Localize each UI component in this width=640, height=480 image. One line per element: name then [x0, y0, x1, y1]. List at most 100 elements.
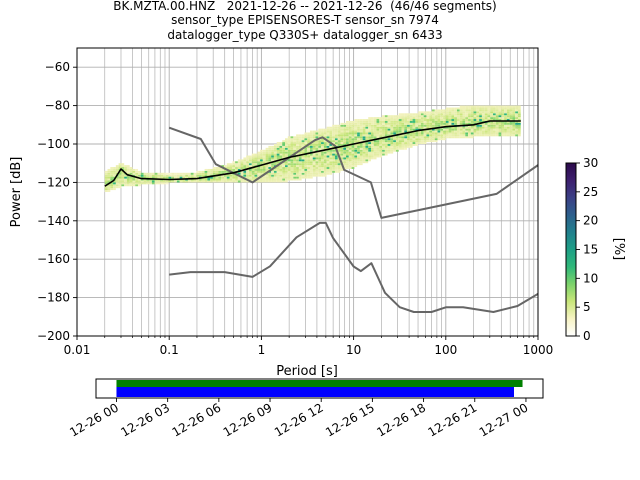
- density-cell: [506, 119, 510, 121]
- density-cell: [515, 109, 518, 112]
- density-cell: [512, 132, 516, 135]
- density-cell: [346, 163, 349, 166]
- density-cell: [509, 128, 513, 131]
- density-cell: [304, 176, 308, 179]
- density-cell: [326, 128, 330, 131]
- density-cell: [285, 163, 288, 166]
- density-cell: [443, 124, 446, 127]
- density-cell: [279, 165, 283, 168]
- density-cell: [517, 132, 521, 135]
- density-cell: [445, 115, 449, 118]
- density-cell: [285, 149, 288, 152]
- density-cell: [443, 117, 446, 120]
- density-cell: [229, 165, 233, 168]
- density-cell: [307, 168, 310, 171]
- density-cell: [113, 168, 116, 171]
- density-cell: [379, 153, 383, 156]
- density-cell: [229, 163, 233, 166]
- density-cell: [318, 130, 322, 133]
- density-cell: [368, 142, 371, 144]
- density-cell: [293, 165, 297, 168]
- mean-line: [104, 120, 521, 187]
- density-cell: [326, 149, 330, 152]
- y-tick-label: −100: [37, 137, 70, 151]
- density-cell: [268, 145, 272, 148]
- density-cell: [212, 167, 216, 169]
- density-cell: [395, 126, 399, 129]
- density-cell: [370, 119, 374, 121]
- density-cell: [174, 176, 177, 179]
- density-cell: [290, 138, 294, 141]
- density-cell: [401, 144, 405, 146]
- density-cell: [370, 136, 374, 139]
- density-cell: [307, 132, 310, 135]
- density-cell: [221, 180, 225, 183]
- density-cell: [432, 124, 435, 127]
- density-cell: [315, 134, 319, 137]
- density-cell: [382, 153, 385, 156]
- density-cell: [409, 119, 413, 121]
- density-cell: [498, 132, 502, 135]
- density-cell: [126, 176, 130, 179]
- density-cell: [332, 134, 335, 137]
- density-cell: [248, 155, 252, 158]
- density-cell: [304, 155, 308, 158]
- density-cell: [312, 132, 316, 135]
- density-cell: [473, 132, 477, 135]
- density-cell: [293, 145, 297, 148]
- density-cell: [138, 172, 141, 175]
- density-cell: [257, 151, 261, 154]
- density-cell: [362, 151, 366, 154]
- density-cell: [343, 161, 347, 164]
- density-cell: [348, 142, 352, 144]
- density-cell: [357, 124, 360, 127]
- density-cell: [204, 174, 208, 177]
- density-cell: [498, 107, 502, 110]
- density-cell: [445, 132, 449, 135]
- density-cell: [124, 180, 127, 183]
- density-cell: [462, 119, 466, 121]
- density-cell: [445, 107, 449, 110]
- density-cell: [334, 134, 338, 137]
- density-cell: [285, 167, 288, 169]
- density-cell: [476, 130, 480, 133]
- density-cell: [440, 124, 444, 127]
- density-cell: [456, 120, 460, 123]
- density-cell: [409, 126, 413, 129]
- density-cell: [459, 128, 463, 131]
- density-cell: [487, 113, 491, 116]
- density-cell: [368, 124, 371, 127]
- density-cell: [348, 151, 352, 154]
- x-axis: 0.01 0.1 1 10 100 1000: [64, 336, 553, 357]
- density-cell: [334, 151, 338, 154]
- density-cell: [395, 117, 399, 120]
- density-cell: [379, 149, 383, 152]
- density-cell: [315, 130, 319, 133]
- density-cell: [504, 124, 507, 127]
- density-cell: [407, 144, 410, 146]
- density-cell: [273, 178, 277, 181]
- density-cell: [348, 130, 352, 133]
- density-cell: [162, 172, 166, 175]
- density-cell: [454, 134, 457, 137]
- density-cell: [290, 145, 294, 148]
- density-cell: [401, 115, 405, 118]
- density-cell: [346, 134, 349, 137]
- density-cell: [282, 149, 286, 152]
- density-cell: [415, 140, 419, 143]
- density-cell: [290, 174, 294, 177]
- density-cell: [110, 186, 114, 189]
- density-cell: [407, 115, 410, 118]
- density-cell: [509, 119, 513, 121]
- density-cell: [215, 170, 219, 173]
- density-cell: [401, 142, 405, 144]
- density-cell: [248, 174, 252, 177]
- density-cell: [290, 167, 294, 169]
- density-cell: [151, 172, 155, 175]
- density-cell: [279, 142, 283, 144]
- density-cell: [340, 157, 344, 160]
- density-cell: [287, 170, 291, 173]
- density-cell: [307, 176, 310, 179]
- density-cell: [368, 134, 371, 137]
- density-cell: [229, 180, 233, 183]
